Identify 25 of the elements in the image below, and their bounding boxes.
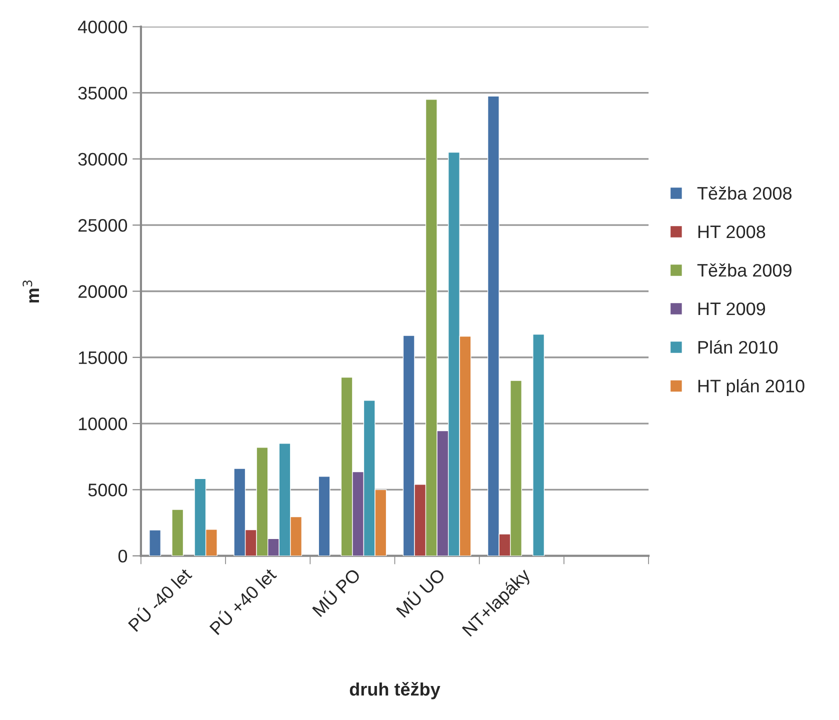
- legend-label: Těžba 2008: [697, 186, 792, 200]
- x-tick-label: PÚ -40 let: [126, 565, 193, 632]
- bar: [318, 476, 330, 556]
- bar: [532, 334, 545, 556]
- x-tick-label: MÚ PO: [310, 566, 362, 618]
- y-tick-label: 0: [118, 550, 128, 563]
- y-tick-label: 20000: [78, 285, 128, 298]
- y-axis-title: m$^{3}$: [22, 280, 39, 303]
- y-tick-label: 10000: [78, 417, 128, 430]
- x-tick-label: PÚ +40 let: [207, 565, 278, 636]
- y-tick-label: 5000: [88, 484, 128, 496]
- bar: [149, 530, 162, 556]
- y-tick-label: 15000: [78, 351, 128, 364]
- bar: [172, 509, 184, 556]
- y-tick-label: 35000: [78, 86, 128, 100]
- x-tick-label: MÚ UO: [394, 566, 446, 618]
- legend-label: Těžba 2009: [697, 263, 792, 277]
- y-tick-label: 40000: [78, 20, 128, 34]
- y-tick-label: 25000: [78, 219, 128, 232]
- legend-label: HT plán 2010: [698, 378, 804, 396]
- y-tick-label: 30000: [78, 152, 128, 166]
- legend-label: HT 2008: [698, 225, 766, 238]
- x-axis-title: druh těžby: [350, 682, 440, 700]
- legend-label: Plán 2010: [698, 340, 778, 354]
- legend-label: HT 2009: [698, 302, 766, 316]
